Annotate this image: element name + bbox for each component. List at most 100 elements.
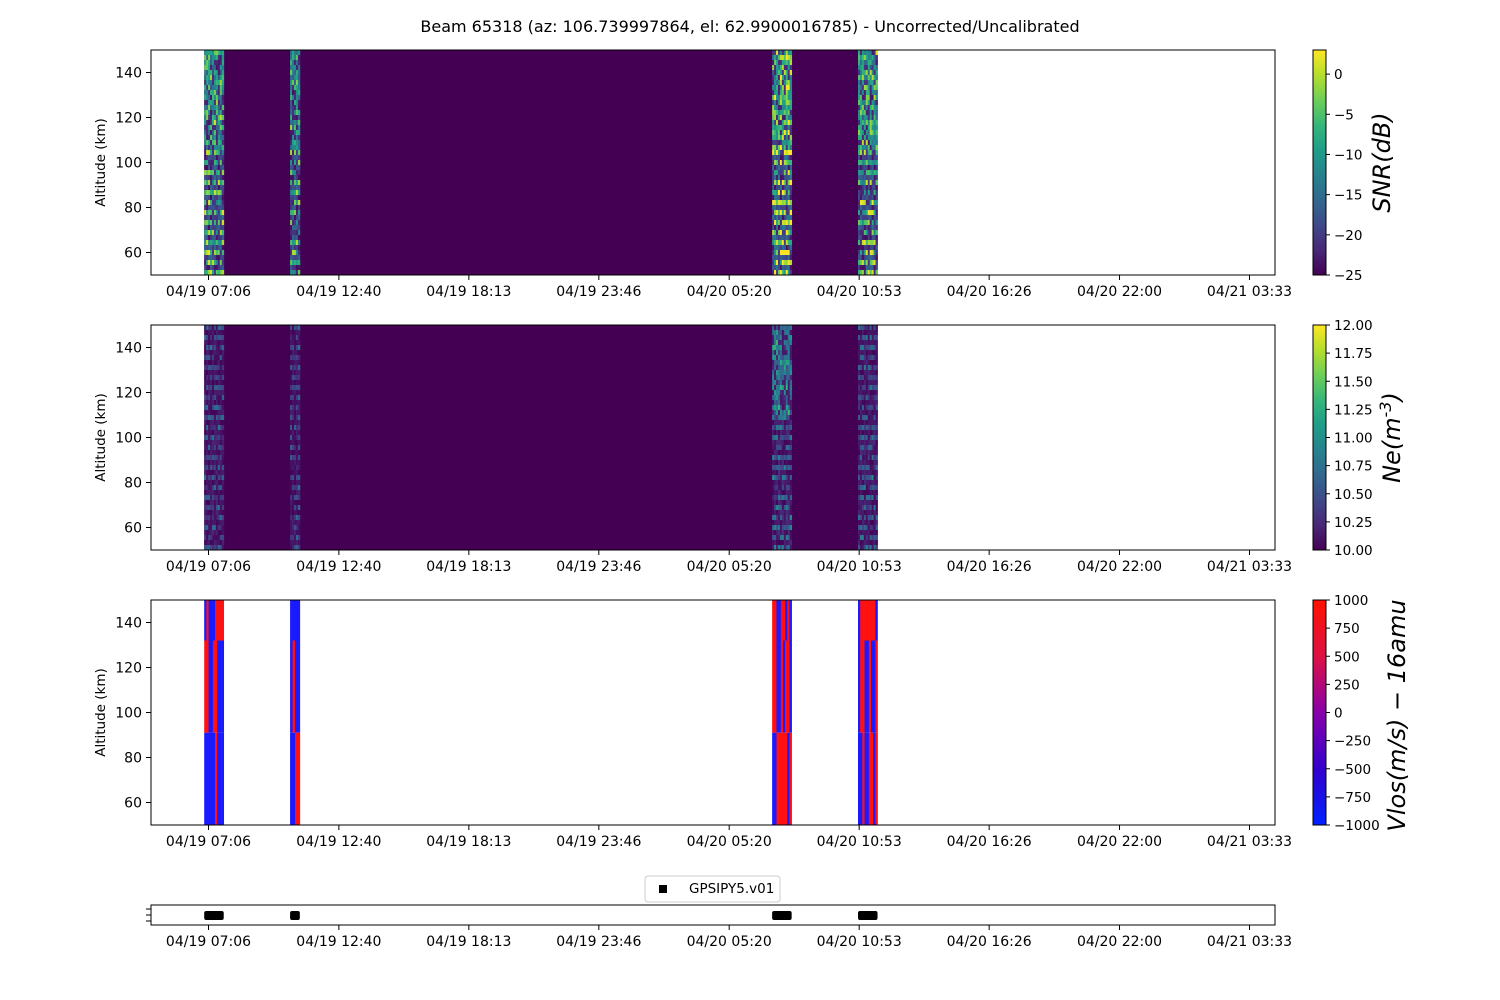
vlos-cell xyxy=(297,732,301,825)
vlos-cell xyxy=(787,732,790,825)
vlos-cell xyxy=(873,640,876,733)
vlos-cell xyxy=(776,600,779,641)
vlos-cell xyxy=(780,600,784,641)
vlos-cell xyxy=(206,640,209,733)
colorbar-tick-label: 11.25 xyxy=(1334,402,1373,418)
vlos-cell xyxy=(774,600,777,641)
colorbar-tick-label: −1000 xyxy=(1334,818,1380,834)
vlos-cell xyxy=(858,600,861,641)
x-tick-label: 04/20 05:20 xyxy=(687,834,772,850)
vlos-cell xyxy=(217,640,220,733)
vlos-cell xyxy=(862,640,865,733)
panel-2: 60 80 100 120 140 Altitude (km) 04/19 07:06 04/… xyxy=(93,318,1406,575)
vlos-cell xyxy=(862,600,865,641)
vlos-cell xyxy=(219,732,222,825)
vlos-cell xyxy=(208,600,212,641)
vlos-cell xyxy=(875,640,878,733)
colorbar-tick-label: 0 xyxy=(1334,706,1343,722)
axes-frame xyxy=(150,904,1276,926)
vlos-cell xyxy=(871,732,874,825)
colorbar-tick-label: −15 xyxy=(1334,188,1363,204)
x-tick-label: 04/20 05:20 xyxy=(687,559,772,575)
data-marker xyxy=(204,911,224,920)
x-tick-label: 04/21 03:33 xyxy=(1207,934,1292,950)
vlos-cell xyxy=(860,640,863,733)
x-tick-label: 04/20 16:26 xyxy=(947,934,1032,950)
colorbar-tick-label: 250 xyxy=(1334,677,1360,693)
vlos-cell xyxy=(297,600,301,641)
vlos-cell xyxy=(780,732,784,825)
y-tick-label: 140 xyxy=(115,66,142,82)
y-tick-label: 100 xyxy=(115,156,142,172)
vlos-cell xyxy=(219,600,222,641)
y-axis-label: Altitude (km) xyxy=(93,393,109,482)
vlos-cell xyxy=(294,732,298,825)
vlos-cell xyxy=(864,600,867,641)
vlos-cell xyxy=(215,640,218,733)
colorbar-tick-label: −25 xyxy=(1334,268,1363,284)
y-axis-label: Altitude (km) xyxy=(93,668,109,757)
vlos-cell xyxy=(210,640,214,733)
legend xyxy=(644,875,781,903)
panel-4: 04/19 07:06 04/19 12:40 04/19 18:13 04/19 2… xyxy=(146,875,1292,950)
data-marker xyxy=(858,911,878,920)
vlos-cell xyxy=(206,600,209,641)
x-tick-label: 04/20 10:53 xyxy=(817,834,902,850)
y-tick-label: 120 xyxy=(115,111,142,127)
colorbar-tick-label: 11.75 xyxy=(1334,346,1373,362)
colorbar-tick-label: 11.00 xyxy=(1334,431,1373,447)
vlos-cell xyxy=(774,732,777,825)
x-tick-label: 04/19 18:13 xyxy=(426,834,511,850)
vlos-cell xyxy=(221,640,225,733)
x-tick-label: 04/20 10:53 xyxy=(817,934,902,950)
data-marker xyxy=(772,911,792,920)
y-tick-label: 120 xyxy=(115,386,142,402)
vlos-cell xyxy=(785,732,788,825)
vlos-cell xyxy=(782,640,786,733)
vlos-cell xyxy=(221,600,225,641)
panel-1: 60 80 100 120 140 Altitude (km) 04/19 07:06 04/… xyxy=(93,49,1396,300)
x-tick-label: 04/20 16:26 xyxy=(947,834,1032,850)
heatmap xyxy=(204,600,878,825)
x-tick-label: 04/19 07:06 xyxy=(166,834,251,850)
vlos-cell xyxy=(290,732,293,825)
colorbar-tick-label: 0 xyxy=(1334,67,1343,83)
vlos-cell xyxy=(871,600,874,641)
colorbar xyxy=(1312,599,1327,826)
x-tick-label: 04/19 23:46 xyxy=(556,934,641,950)
vlos-cell xyxy=(776,640,779,733)
vlos-cell xyxy=(778,600,782,641)
colorbar-label: Vlos(m/s) − 16amu xyxy=(1383,599,1411,831)
vlos-cell xyxy=(204,732,207,825)
vlos-cell xyxy=(212,600,216,641)
vlos-cell xyxy=(858,640,861,733)
y-tick-label: 80 xyxy=(124,751,142,767)
y-tick-label: 100 xyxy=(115,706,142,722)
vlos-cell xyxy=(204,600,207,641)
legend-label: GPSIPY5.v01 xyxy=(689,881,774,897)
vlos-cell xyxy=(785,640,788,733)
vlos-cell xyxy=(208,640,212,733)
vlos-cell xyxy=(789,600,792,641)
x-tick-label: 04/21 03:33 xyxy=(1207,834,1292,850)
colorbar-tick-label: 11.50 xyxy=(1334,374,1373,390)
x-tick-label: 04/20 05:20 xyxy=(687,284,772,300)
x-tick-label: 04/21 03:33 xyxy=(1207,284,1292,300)
x-tick-label: 04/19 12:40 xyxy=(296,934,381,950)
vlos-cell xyxy=(868,600,872,641)
vlos-cell xyxy=(774,640,777,733)
x-tick-label: 04/19 18:13 xyxy=(426,559,511,575)
vlos-cell xyxy=(292,640,296,733)
colorbar-tick-label: 10.50 xyxy=(1334,487,1373,503)
data-marker xyxy=(290,911,300,920)
y-tick-label: 120 xyxy=(115,661,142,677)
heatmap xyxy=(204,50,878,275)
x-tick-label: 04/20 10:53 xyxy=(817,284,902,300)
vlos-cell xyxy=(204,640,207,733)
vlos-cell xyxy=(782,600,786,641)
y-tick-label: 140 xyxy=(115,341,142,357)
y-tick-label: 100 xyxy=(115,431,142,447)
x-tick-label: 04/19 12:40 xyxy=(296,559,381,575)
vlos-cell xyxy=(787,640,790,733)
colorbar-tick-label: −10 xyxy=(1334,147,1363,163)
